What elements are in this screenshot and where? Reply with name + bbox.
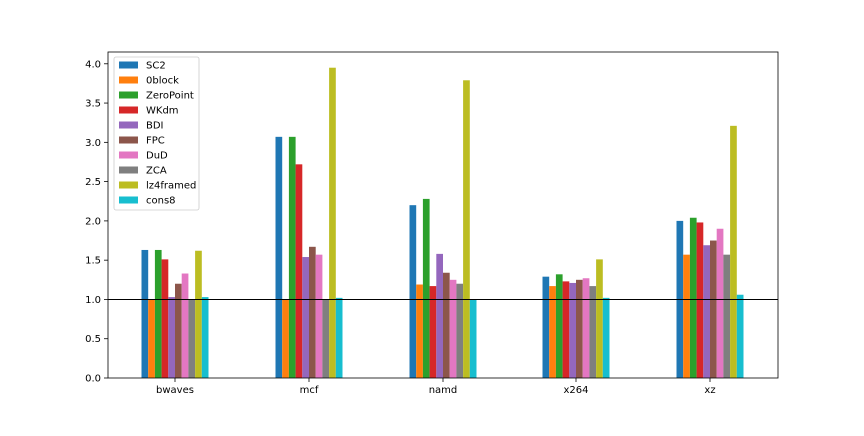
- bar-ZCA-bwaves: [188, 299, 196, 378]
- bar-BDI-x264: [569, 282, 576, 378]
- bar-0block-xz: [683, 254, 690, 378]
- bar-FPC-mcf: [309, 246, 316, 378]
- bar-0block-mcf: [282, 299, 289, 378]
- bar-cons8-namd: [469, 299, 477, 378]
- bar-ZeroPoint-x264: [555, 274, 563, 378]
- x-tick-label: bwaves: [156, 385, 194, 396]
- bar-FPC-x264: [576, 279, 583, 378]
- legend-swatch-0block: [119, 76, 138, 84]
- y-tick-label: 0.0: [85, 374, 101, 385]
- legend-swatch-cons8: [119, 196, 138, 204]
- bar-0block-x264: [549, 286, 556, 378]
- x-tick-label: mcf: [300, 385, 319, 396]
- bars-layer: [141, 67, 744, 379]
- bar-ZCA-mcf: [322, 299, 330, 378]
- bar-SC2-mcf: [275, 136, 283, 378]
- bar-BDI-mcf: [302, 257, 309, 378]
- y-tick-label: 2.5: [85, 177, 101, 188]
- y-tick-label: 0.5: [85, 334, 101, 345]
- x-tick-label: xz: [704, 385, 715, 396]
- bar-DuD-x264: [582, 278, 590, 378]
- bar-lz4framed-x264: [596, 259, 603, 378]
- legend-swatch-ZeroPoint: [119, 91, 138, 99]
- bar-lz4framed-xz: [730, 125, 737, 378]
- legend: SC2 0block ZeroPoint WKdm BDI FPC DuD ZCA lz4fra…: [113, 56, 200, 211]
- legend-label-BDI: BDI: [146, 121, 164, 132]
- bar-SC2-namd: [409, 205, 417, 378]
- legend-label-0block: 0block: [146, 76, 179, 87]
- legend-swatch-BDI: [119, 121, 138, 129]
- legend-label-ZeroPoint: ZeroPoint: [146, 91, 194, 102]
- bar-ZCA-xz: [723, 254, 731, 378]
- bar-ZCA-namd: [456, 283, 464, 378]
- y-tick-label: 3.5: [85, 99, 101, 110]
- legend-swatch-WKdm: [119, 106, 138, 114]
- bar-WKdm-xz: [696, 222, 704, 378]
- legend-swatch-lz4framed: [119, 181, 138, 189]
- x-tick-label: x264: [563, 385, 588, 396]
- y-tick-label: 2.0: [85, 216, 101, 227]
- bar-ZeroPoint-namd: [422, 198, 430, 378]
- bar-ZeroPoint-mcf: [288, 136, 296, 378]
- bar-BDI-bwaves: [168, 297, 175, 378]
- bar-cons8-xz: [736, 294, 744, 378]
- x-tick-label: namd: [429, 385, 458, 396]
- axes-layer: 0.0 0.5 1.0 1.5 2.0 2.5 3.0 3.5 4.0 bwaves mcf namd…: [85, 51, 779, 396]
- bar-lz4framed-bwaves: [195, 250, 202, 378]
- legend-label-WKdm: WKdm: [146, 106, 179, 117]
- bar-ZeroPoint-xz: [689, 217, 697, 378]
- legend-label-ZCA: ZCA: [146, 166, 167, 177]
- bar-WKdm-namd: [429, 286, 437, 378]
- bar-ZCA-x264: [589, 286, 597, 378]
- legend-swatch-FPC: [119, 136, 138, 144]
- legend-label-DuD: DuD: [146, 151, 168, 162]
- y-tick-label: 4.0: [85, 59, 101, 70]
- bar-lz4framed-mcf: [329, 67, 336, 379]
- y-tick-label: 3.0: [85, 138, 101, 149]
- bar-DuD-namd: [449, 279, 457, 378]
- legend-swatch-SC2: [119, 61, 138, 69]
- bar-SC2-bwaves: [141, 249, 149, 378]
- bar-WKdm-mcf: [295, 164, 303, 378]
- bar-BDI-xz: [703, 245, 710, 378]
- legend-label-cons8: cons8: [146, 196, 176, 207]
- legend-label-SC2: SC2: [146, 61, 166, 72]
- legend-swatch-DuD: [119, 151, 138, 159]
- bar-DuD-mcf: [315, 254, 323, 378]
- legend-swatch-ZCA: [119, 166, 138, 174]
- bar-DuD-bwaves: [181, 273, 189, 378]
- bar-WKdm-bwaves: [161, 259, 169, 378]
- bar-DuD-xz: [716, 228, 724, 378]
- legend-label-lz4framed: lz4framed: [146, 181, 196, 192]
- bar-cons8-mcf: [335, 297, 343, 378]
- legend-label-FPC: FPC: [146, 136, 165, 147]
- bar-SC2-x264: [542, 276, 550, 378]
- y-tick-label: 1.5: [85, 256, 101, 267]
- bar-ZeroPoint-bwaves: [154, 249, 162, 378]
- bar-FPC-namd: [443, 272, 450, 378]
- y-tick-label: 1.0: [85, 295, 101, 306]
- bar-0block-namd: [416, 284, 423, 378]
- bar-cons8-x264: [602, 297, 610, 378]
- bar-BDI-namd: [436, 253, 443, 378]
- bar-lz4framed-namd: [463, 80, 470, 378]
- bar-cons8-bwaves: [201, 297, 209, 378]
- bar-FPC-xz: [710, 240, 717, 378]
- bar-0block-bwaves: [148, 299, 155, 378]
- bar-WKdm-x264: [562, 281, 570, 378]
- bar-FPC-bwaves: [175, 283, 182, 378]
